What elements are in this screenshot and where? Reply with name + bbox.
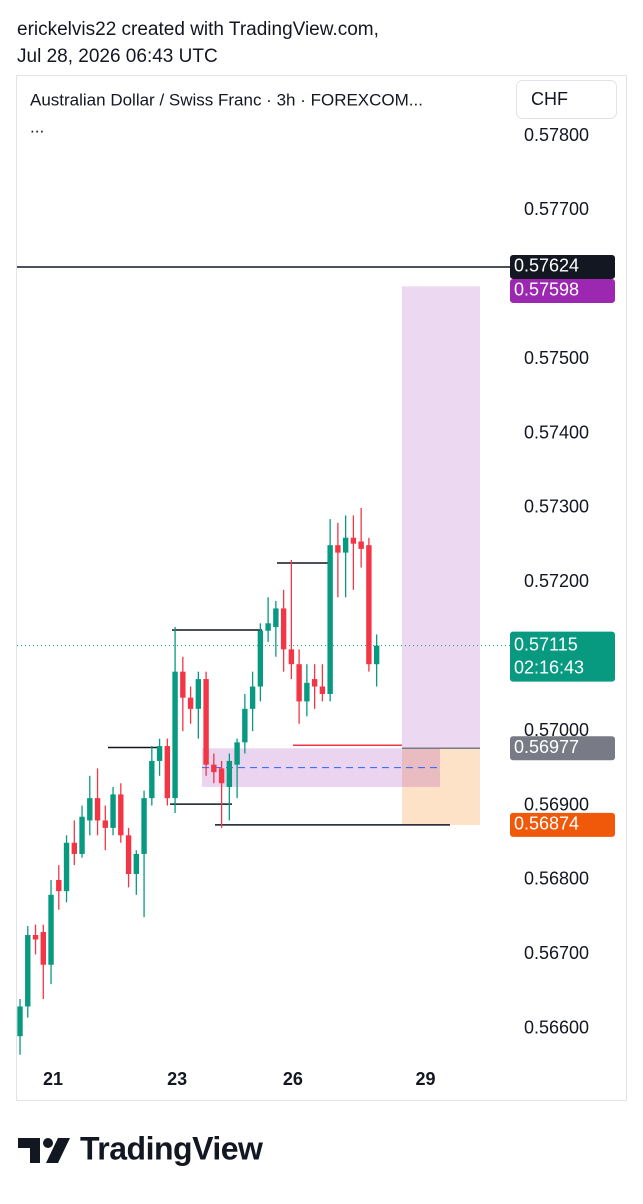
candle-body — [56, 879, 62, 892]
candle-body — [265, 623, 271, 631]
brand: TradingView — [80, 1130, 263, 1166]
price-label: 0.56977 — [514, 737, 579, 757]
y-tick-label: 0.56800 — [524, 869, 589, 889]
logo-icon — [18, 1138, 70, 1163]
y-tick-label: 0.57500 — [524, 348, 589, 368]
y-tick-label: 0.56600 — [524, 1018, 589, 1038]
candle-body — [63, 842, 70, 892]
candle-body — [211, 764, 217, 773]
price-label: 0.57624 — [514, 256, 579, 276]
candle-body — [48, 894, 54, 965]
y-tick-label: 0.57200 — [524, 571, 589, 591]
currency: CHF — [531, 89, 568, 109]
candle-body — [118, 794, 124, 836]
y-tick-label: 0.57000 — [524, 720, 589, 740]
chart-frame — [16, 75, 627, 1101]
candle-body — [218, 768, 225, 784]
candle-body — [79, 816, 85, 854]
candle-body — [311, 679, 318, 687]
y-tick-label: 0.56700 — [524, 943, 589, 963]
currency-box[interactable] — [516, 80, 617, 119]
candle-body — [187, 697, 194, 709]
price-label-box — [510, 254, 615, 279]
date-line: Jul 28, 2026 06:43 UTC — [17, 46, 218, 67]
candle-body — [350, 537, 357, 544]
candle-body — [249, 686, 256, 709]
x-tick-label: 23 — [167, 1069, 187, 1089]
candle-body — [110, 794, 116, 828]
candle-body — [226, 760, 233, 787]
y-tick-label: 0.57700 — [524, 199, 589, 219]
candle-body — [273, 608, 279, 628]
candle-body — [102, 820, 109, 828]
candle-body — [40, 932, 46, 965]
y-tick-label: 0.57300 — [524, 497, 589, 517]
candle-body — [94, 798, 101, 821]
candle-body — [164, 746, 171, 799]
candle-body — [366, 545, 372, 665]
candle-body — [172, 671, 178, 799]
candle-body — [203, 679, 209, 765]
candle-body — [71, 842, 77, 854]
candle-body — [335, 545, 341, 553]
x-tick-label: 26 — [283, 1069, 303, 1089]
candle-body — [373, 645, 380, 665]
candle-body — [288, 649, 295, 665]
candle-body — [87, 798, 93, 821]
price-label: 0.57598 — [514, 280, 579, 300]
candle-body — [234, 742, 240, 765]
author-line: erickelvis22 created with TradingView.co… — [17, 19, 379, 40]
candle-body — [242, 708, 248, 743]
title-more[interactable]: ... — [30, 117, 44, 136]
price-label-box — [510, 278, 615, 303]
zone — [402, 748, 480, 825]
candle-body — [195, 679, 202, 709]
price-label-box — [510, 812, 615, 837]
price-label-box — [510, 736, 615, 761]
candle-body — [342, 537, 349, 553]
y-tick-label: 0.57400 — [524, 422, 589, 442]
candle-body — [32, 935, 39, 940]
candle-body — [133, 853, 140, 875]
price-label: 0.56874 — [514, 814, 579, 834]
candle-body — [358, 541, 364, 549]
candle-body — [296, 664, 302, 702]
last-price-box — [510, 631, 615, 682]
x-tick-label: 29 — [415, 1069, 435, 1089]
candle-body — [125, 835, 132, 875]
candle-body — [149, 760, 155, 799]
candle-body — [327, 545, 333, 694]
y-tick-label: 0.57800 — [524, 125, 589, 145]
candle-body — [257, 630, 264, 687]
candle-body — [141, 798, 147, 854]
candle-body — [25, 935, 31, 1007]
x-tick-label: 21 — [43, 1069, 63, 1089]
last-price-label: 0.57115 — [514, 634, 578, 654]
chart-title: Australian Dollar / Swiss Franc · 3h · F… — [30, 90, 423, 109]
candle-body — [17, 1006, 23, 1037]
zone — [402, 286, 480, 749]
candle-body — [156, 746, 163, 761]
y-tick-label: 0.56900 — [524, 794, 589, 814]
candle-body — [180, 671, 186, 698]
candle-body — [304, 682, 310, 702]
countdown: 02:16:43 — [514, 657, 584, 677]
candle-body — [319, 686, 326, 694]
candle-body — [280, 608, 287, 650]
